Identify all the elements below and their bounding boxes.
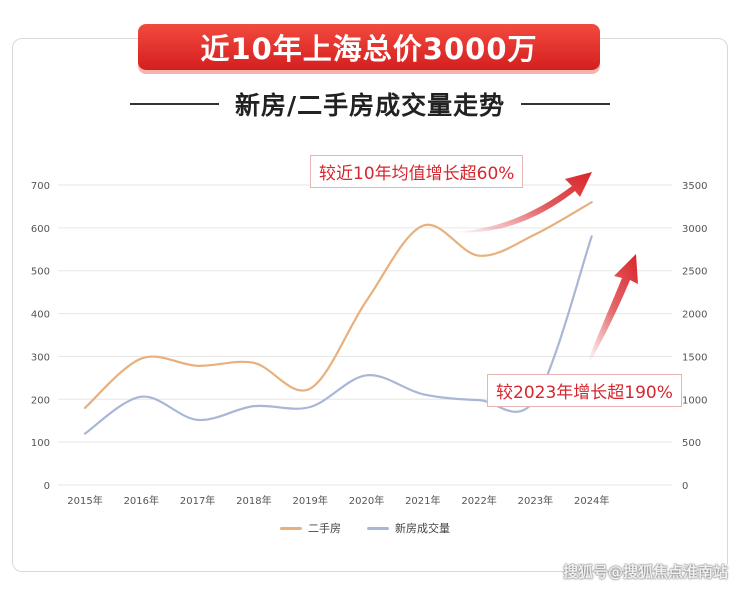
growth-arrow-lower bbox=[588, 254, 638, 362]
x-tick-label: 2023年 bbox=[518, 494, 553, 507]
x-tick-label: 2018年 bbox=[236, 494, 271, 507]
x-tick-label: 2024年 bbox=[574, 494, 609, 507]
growth-arrow-upper bbox=[452, 172, 592, 233]
title-banner: 近10年上海总价3000万 bbox=[138, 24, 600, 70]
legend-item-new-house: 新房成交量 bbox=[367, 520, 450, 536]
y-right-tick-label: 500 bbox=[682, 438, 701, 449]
y-left-tick-label: 600 bbox=[31, 224, 50, 235]
legend-label-second-hand: 二手房 bbox=[308, 522, 341, 535]
banner-title: 近10年上海总价3000万 bbox=[200, 32, 538, 66]
y-left-tick-label: 200 bbox=[31, 395, 50, 406]
legend-swatch-second-hand bbox=[280, 526, 302, 530]
x-tick-label: 2019年 bbox=[292, 494, 327, 507]
source-watermark: 搜狐号@搜狐焦点淮南站 bbox=[562, 563, 728, 581]
x-tick-label: 2016年 bbox=[124, 494, 159, 507]
legend-swatch-new-house bbox=[367, 526, 389, 530]
y-right-tick-label: 1000 bbox=[682, 395, 707, 406]
y-right-tick-label: 0 bbox=[682, 481, 688, 492]
x-tick-label: 2017年 bbox=[180, 494, 215, 507]
legend-item-second-hand: 二手房 bbox=[280, 520, 341, 536]
y-left-tick-label: 500 bbox=[31, 267, 50, 278]
callout-new-house-growth: 较2023年增长超190% bbox=[487, 374, 682, 407]
y-left-tick-label: 300 bbox=[31, 352, 50, 363]
y-left-tick-label: 700 bbox=[31, 181, 50, 192]
chart-legend: 二手房 新房成交量 bbox=[280, 520, 450, 536]
y-right-tick-label: 2000 bbox=[682, 310, 707, 321]
y-left-tick-label: 100 bbox=[31, 438, 50, 449]
y-right-tick-label: 3000 bbox=[682, 224, 707, 235]
y-right-tick-label: 3500 bbox=[682, 181, 707, 192]
series-line-second-hand bbox=[83, 201, 593, 409]
subtitle-left-rule bbox=[130, 103, 219, 105]
x-tick-label: 2020年 bbox=[349, 494, 384, 507]
y-right-tick-label: 1500 bbox=[682, 352, 707, 363]
x-tick-label: 2015年 bbox=[67, 494, 102, 507]
x-tick-label: 2022年 bbox=[461, 494, 496, 507]
x-tick-label: 2021年 bbox=[405, 494, 440, 507]
y-right-tick-label: 2500 bbox=[682, 267, 707, 278]
subtitle-row: 新房/二手房成交量走势 bbox=[130, 86, 611, 122]
chart-card bbox=[12, 38, 728, 572]
tick-layer: 0 100 200 300 400 500 600 700 0 500 1000 1500 2000 25… bbox=[31, 181, 708, 507]
y-left-tick-label: 400 bbox=[31, 310, 50, 321]
chart-subtitle: 新房/二手房成交量走势 bbox=[234, 91, 506, 120]
subtitle-right-rule bbox=[521, 103, 611, 105]
grid-layer bbox=[58, 184, 672, 486]
callout-second-hand-growth: 较近10年均值增长超60% bbox=[310, 155, 524, 188]
legend-label-new-house: 新房成交量 bbox=[395, 522, 450, 535]
y-left-tick-label: 0 bbox=[44, 481, 50, 492]
